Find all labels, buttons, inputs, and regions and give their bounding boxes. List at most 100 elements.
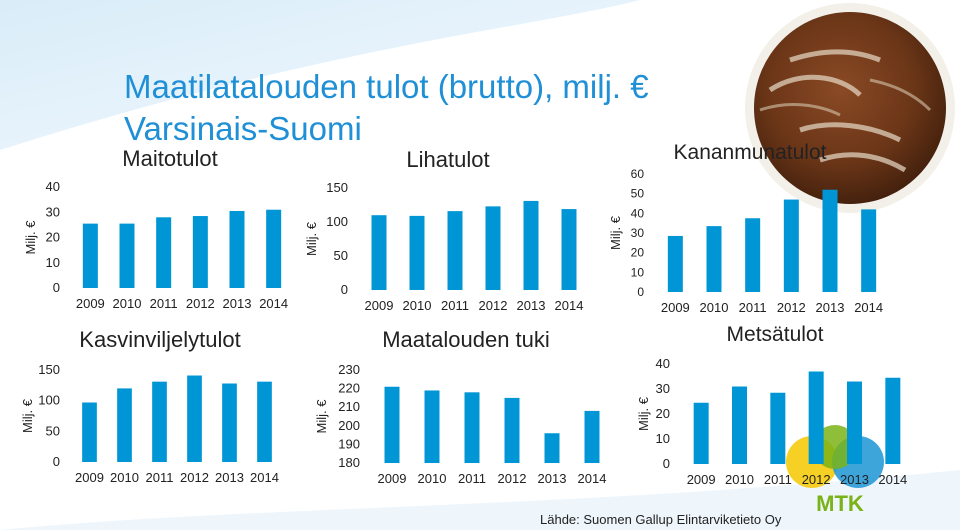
bar — [447, 211, 463, 290]
x-tick-label: 2013 — [840, 472, 869, 487]
y-tick-label: 100 — [326, 214, 348, 229]
bar — [822, 189, 838, 292]
x-tick-label: 2012 — [777, 300, 806, 315]
bar — [706, 226, 722, 292]
bar — [222, 383, 237, 462]
y-tick-label: 50 — [46, 423, 60, 438]
x-tick-label: 2009 — [75, 470, 104, 485]
bar — [885, 377, 901, 464]
bar — [464, 392, 480, 463]
bar — [117, 388, 132, 462]
y-axis-label: Milj. € — [23, 220, 38, 255]
chart-2: Lihatulot Milj. € 0 50 100 150 2009 2010 2011 201… — [304, 147, 583, 313]
chart-title: Lihatulot — [406, 147, 489, 172]
y-tick-label: 150 — [38, 362, 60, 377]
x-tick-label: 2013 — [538, 471, 567, 486]
x-tick-label: 2010 — [403, 298, 432, 313]
x-tick-label: 2014 — [878, 472, 907, 487]
chart-title: Metsätulot — [727, 323, 824, 346]
x-tick-label: 2009 — [687, 472, 716, 487]
x-tick-label: 2009 — [76, 296, 105, 311]
y-tick-label: 10 — [631, 265, 645, 279]
x-tick-label: 2009 — [661, 300, 690, 315]
top-left-swoosh — [0, 0, 640, 150]
y-tick-label: 50 — [334, 248, 348, 263]
x-tick-label: 2013 — [223, 296, 252, 311]
bar — [409, 215, 425, 290]
bread-photo — [745, 3, 955, 213]
bar — [384, 386, 400, 463]
mtk-logo-text-wrapper: MTK — [816, 491, 864, 516]
x-tick-label: 2010 — [418, 471, 447, 486]
bar — [693, 402, 709, 464]
y-tick-label: 30 — [656, 381, 670, 396]
y-axis-label: Milj. € — [20, 398, 35, 433]
bar — [783, 199, 799, 292]
x-tick-label: 2014 — [555, 298, 584, 313]
x-tick-label: 2011 — [441, 298, 469, 313]
mtk-logo — [786, 425, 884, 488]
y-tick-label: 0 — [53, 454, 60, 469]
chart-title: Kasvinviljelytulot — [79, 327, 240, 352]
y-tick-label: 0 — [341, 282, 348, 297]
bar — [257, 381, 272, 462]
x-tick-label: 2012 — [186, 296, 215, 311]
y-tick-label: 40 — [656, 356, 670, 371]
y-tick-label: 230 — [338, 362, 360, 377]
x-tick-label: 2014 — [250, 470, 279, 485]
page-subtitle: Varsinais-Suomi — [124, 110, 362, 147]
chart-title: Maitotulot — [122, 146, 217, 171]
y-tick-label: 20 — [631, 246, 645, 260]
bar — [770, 392, 786, 464]
bar — [152, 381, 167, 462]
bar — [266, 209, 282, 288]
x-tick-label: 2012 — [498, 471, 527, 486]
x-tick-label: 2014 — [259, 296, 288, 311]
x-tick-label: 2014 — [854, 300, 883, 315]
chart-5: Maatalouden tuki Milj. € 180 190 200 210 220 23… — [314, 327, 606, 486]
chart-4: Kasvinviljelytulot Milj. € 0 50 100 150 2009 20… — [20, 327, 279, 485]
y-tick-label: 210 — [338, 399, 360, 414]
y-tick-label: 20 — [46, 230, 60, 245]
page-title: Maatilatalouden tulot (brutto), milj. € — [124, 68, 649, 105]
y-tick-label: 30 — [46, 204, 60, 219]
y-tick-label: 0 — [53, 280, 60, 295]
x-tick-label: 2013 — [215, 470, 244, 485]
x-tick-label: 2011 — [764, 472, 792, 487]
bar — [82, 402, 97, 462]
bar — [229, 210, 245, 288]
x-tick-label: 2010 — [113, 296, 142, 311]
y-tick-label: 200 — [338, 418, 360, 433]
mtk-logo-text: MTK — [816, 491, 864, 516]
y-tick-label: 150 — [326, 180, 348, 195]
y-axis-label: Milj. € — [314, 399, 329, 434]
y-tick-label: 10 — [46, 255, 60, 270]
bar — [544, 433, 560, 463]
y-tick-label: 40 — [631, 206, 645, 220]
x-tick-label: 2012 — [479, 298, 508, 313]
y-tick-label: 190 — [338, 436, 360, 451]
x-tick-label: 2013 — [816, 300, 845, 315]
chart-3: Kananmunatulot Milj. € 0 10 20 30 40 50 60 2009 20… — [608, 141, 883, 315]
x-tick-label: 2013 — [517, 298, 546, 313]
x-tick-label: 2011 — [150, 296, 178, 311]
x-tick-label: 2009 — [378, 471, 407, 486]
x-tick-label: 2011 — [739, 300, 767, 315]
bar — [156, 217, 172, 288]
bar — [523, 200, 539, 290]
y-tick-label: 100 — [38, 393, 60, 408]
bar — [584, 410, 600, 463]
chart-1: Maitotulot Milj. € 0 10 20 30 40 2009 2010 2011 20… — [23, 146, 288, 311]
y-tick-label: 0 — [663, 456, 670, 471]
bar — [808, 371, 824, 464]
bar — [485, 206, 501, 290]
y-tick-label: 40 — [46, 179, 60, 194]
bar — [371, 215, 387, 290]
chart-title: Maatalouden tuki — [382, 327, 550, 352]
y-axis-label: Milj. € — [304, 221, 319, 256]
y-tick-label: 220 — [338, 381, 360, 396]
bar — [561, 209, 577, 290]
x-tick-label: 2011 — [146, 470, 174, 485]
